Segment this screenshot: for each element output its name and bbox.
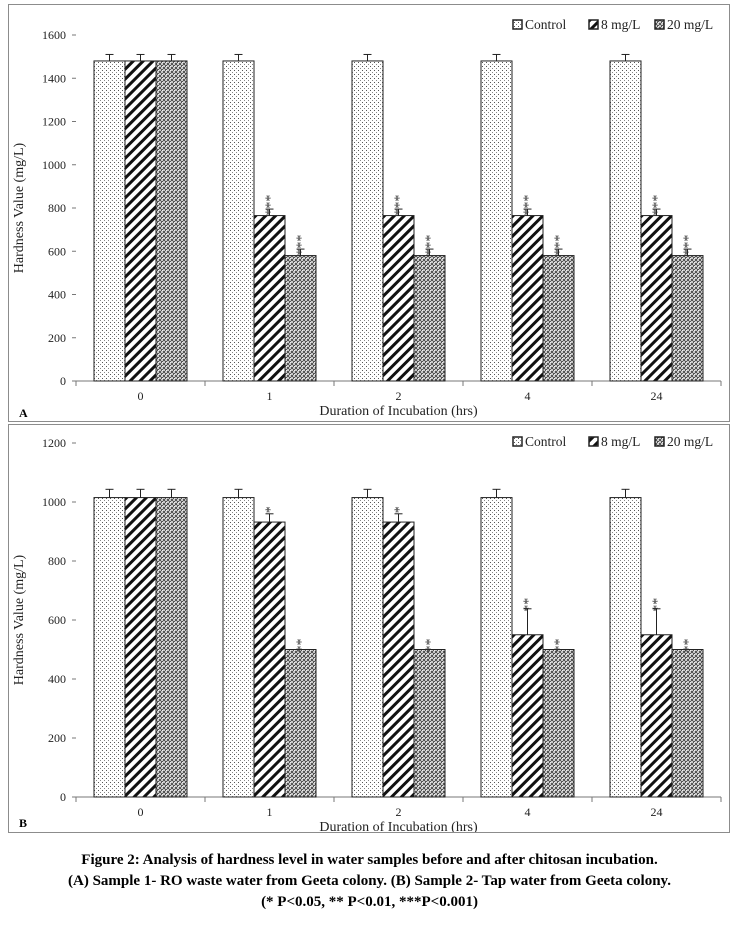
- bar: [93, 497, 126, 798]
- bar: [124, 60, 157, 382]
- bar: [609, 497, 642, 798]
- y-tick-label: 800: [48, 201, 66, 215]
- bar: [480, 497, 513, 798]
- x-tick-label: 0: [138, 805, 144, 819]
- y-tick-label: 0: [60, 790, 66, 804]
- caption-line-1: Figure 2: Analysis of hardness level in …: [81, 852, 658, 868]
- bar: [222, 60, 255, 382]
- x-tick-label: 1: [267, 389, 273, 403]
- significance-label: **: [651, 598, 666, 612]
- bar: [542, 255, 575, 382]
- y-tick-label: 0: [60, 374, 66, 388]
- significance-label: ***: [522, 195, 537, 216]
- y-tick-label: 600: [48, 613, 66, 627]
- legend-swatch: [588, 19, 599, 30]
- x-tick-label: 24: [651, 389, 663, 403]
- legend-swatch: [512, 436, 523, 447]
- bar: [413, 255, 446, 382]
- figure-caption: Figure 2: Analysis of hardness level in …: [0, 850, 739, 913]
- legend-swatch: [654, 436, 665, 447]
- legend-swatch: [654, 19, 665, 30]
- bar: [284, 255, 317, 382]
- y-tick-label: 800: [48, 554, 66, 568]
- legend-label: 8 mg/L: [601, 434, 640, 449]
- bar: [155, 497, 188, 798]
- bar: [351, 60, 384, 382]
- significance-label: ***: [651, 195, 666, 216]
- x-tick-label: 24: [651, 805, 663, 819]
- y-tick-label: 1000: [42, 158, 66, 172]
- bar: [609, 60, 642, 382]
- significance-label: **: [682, 639, 697, 653]
- bar: [253, 521, 286, 798]
- chart-panel-b: 0 200 400 600 800 1000 1200 0 * ** 1 * ** 2 ** ** 4 ** ** 2…: [8, 424, 730, 833]
- significance-label: ***: [553, 235, 568, 256]
- x-tick-label: 4: [525, 389, 531, 403]
- bar: [511, 634, 544, 798]
- y-tick-label: 200: [48, 331, 66, 345]
- bar: [284, 649, 317, 798]
- bar: [511, 215, 544, 382]
- legend-label: 8 mg/L: [601, 17, 640, 32]
- bar: [413, 649, 446, 798]
- caption-line-2: (A) Sample 1- RO waste water from Geeta …: [68, 873, 671, 889]
- bar: [542, 649, 575, 798]
- legend-label: Control: [525, 434, 567, 449]
- significance-label: **: [295, 639, 310, 653]
- y-tick-label: 1200: [42, 436, 66, 450]
- significance-label: **: [553, 639, 568, 653]
- caption-line-3: (* P<0.05, ** P<0.01, ***P<0.001): [261, 894, 478, 910]
- x-tick-label: 4: [525, 805, 531, 819]
- legend-swatch: [588, 436, 599, 447]
- y-tick-label: 1000: [42, 495, 66, 509]
- significance-label: ***: [682, 235, 697, 256]
- chart-b-svg: 0200400600800100012000***1***2****4****2…: [12, 434, 722, 832]
- significance-label: **: [424, 639, 439, 653]
- bar: [222, 497, 255, 798]
- panel-label: A: [19, 406, 28, 420]
- chart-a-svg: 0 200 400 600 800 1000 1200 1400 1600 0 *** *** 1 ***…: [12, 17, 722, 420]
- significance-label: ***: [393, 195, 408, 216]
- bar: [671, 649, 704, 798]
- y-axis-title: Hardness Value (mg/L): [12, 142, 27, 273]
- x-tick-label: 1: [267, 805, 273, 819]
- y-tick-label: 400: [48, 288, 66, 302]
- y-tick-label: 200: [48, 731, 66, 745]
- chart-panel-a: 0 200 400 600 800 1000 1200 1400 1600 0 *** *** 1 ***…: [8, 4, 730, 422]
- legend-swatch: [512, 19, 523, 30]
- x-tick-label: 2: [396, 389, 402, 403]
- significance-label: ***: [295, 235, 310, 256]
- bar: [351, 497, 384, 798]
- y-axis-title: Hardness Value (mg/L): [12, 554, 27, 685]
- x-tick-label: 2: [396, 805, 402, 819]
- bar: [253, 215, 286, 382]
- y-tick-label: 1200: [42, 115, 66, 129]
- significance-label: ***: [264, 195, 279, 216]
- bar: [480, 60, 513, 382]
- x-axis-title: Duration of Incubation (hrs): [319, 404, 478, 419]
- bar: [382, 521, 415, 798]
- x-tick-label: 0: [138, 389, 144, 403]
- bar: [640, 215, 673, 382]
- bar: [155, 60, 188, 382]
- significance-label: **: [522, 598, 537, 612]
- x-axis-title: Duration of Incubation (hrs): [319, 820, 478, 832]
- significance-label: *: [393, 506, 408, 513]
- legend-label: Control: [525, 17, 567, 32]
- y-tick-label: 400: [48, 672, 66, 686]
- bar: [640, 634, 673, 798]
- y-tick-label: 600: [48, 244, 66, 258]
- y-tick-label: 1400: [42, 71, 66, 85]
- y-tick-label: 1600: [42, 28, 66, 42]
- bar: [93, 60, 126, 382]
- bar: [382, 215, 415, 382]
- significance-label: *: [264, 506, 279, 513]
- legend-label: 20 mg/L: [667, 434, 713, 449]
- legend-label: 20 mg/L: [667, 17, 713, 32]
- bar: [671, 255, 704, 382]
- significance-label: ***: [424, 235, 439, 256]
- panel-label: B: [19, 816, 27, 830]
- bar: [124, 497, 157, 798]
